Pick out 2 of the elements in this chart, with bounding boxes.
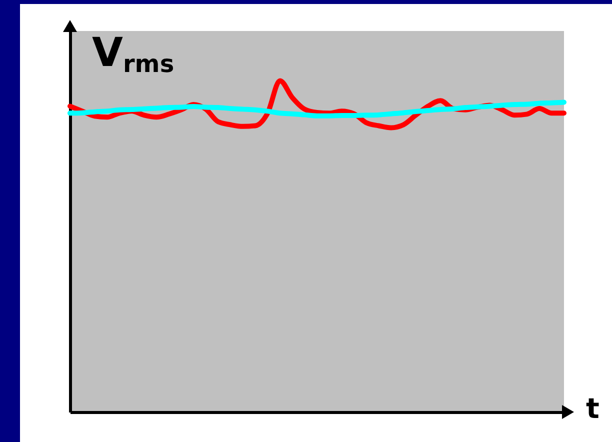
y-axis-title: V$_{rms}$ xyxy=(92,30,174,78)
x-axis-title: t xyxy=(586,392,600,425)
